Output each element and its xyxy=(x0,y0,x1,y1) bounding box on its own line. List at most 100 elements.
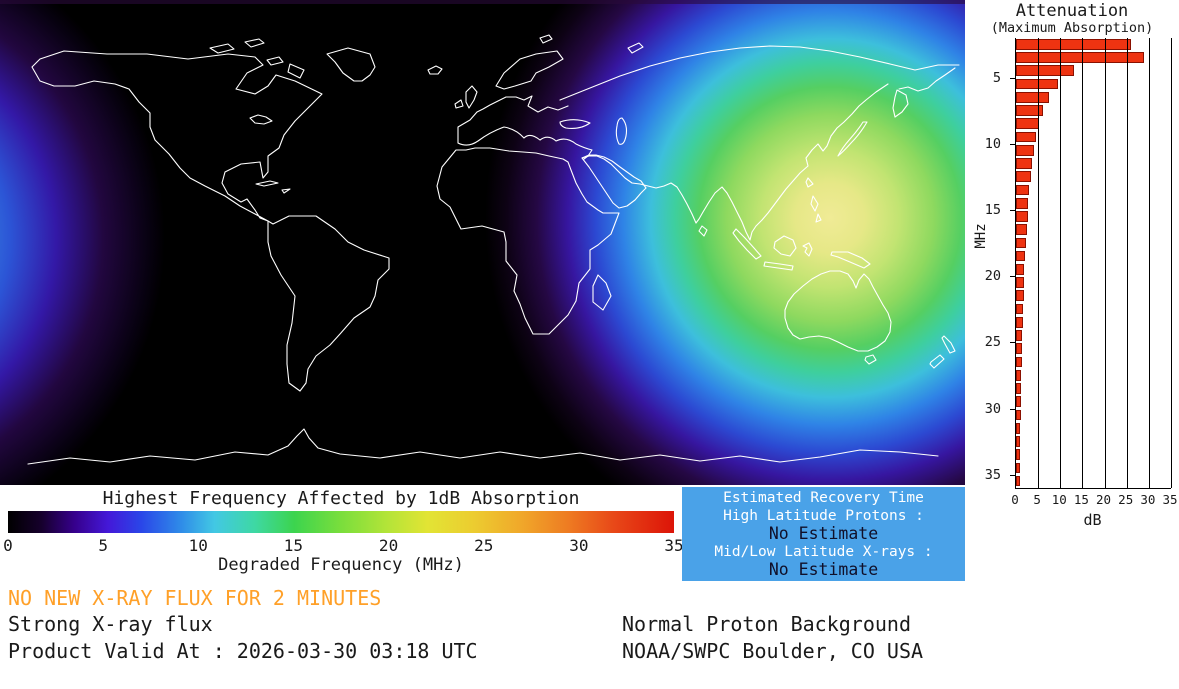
attenuation-bar xyxy=(1016,158,1033,169)
gridline xyxy=(1126,38,1128,488)
attenuation-bar xyxy=(1016,118,1040,130)
y-tick-label: 5 xyxy=(992,69,1001,86)
legend-title: Highest Frequency Affected by 1dB Absorp… xyxy=(102,488,580,509)
colorbar-gradient xyxy=(8,511,674,533)
attenuation-bar xyxy=(1016,343,1022,355)
colorbar-tick-label: 20 xyxy=(378,536,399,555)
attenuation-bar xyxy=(1016,449,1020,461)
attenuation-bar xyxy=(1016,211,1028,222)
colorbar-tick-label: 10 xyxy=(188,536,208,555)
recovery-value-xrays: No Estimate xyxy=(768,560,879,579)
attenuation-bar xyxy=(1016,369,1022,381)
y-tick xyxy=(1010,276,1016,278)
attenuation-bar xyxy=(1016,171,1031,183)
attenuation-bar xyxy=(1016,224,1027,236)
xray-status: Strong X-ray flux xyxy=(8,612,213,636)
colorbar-tick-label: 25 xyxy=(474,536,494,555)
product-valid-time: Product Valid At : 2026-03-30 03:18 UTC xyxy=(8,639,478,663)
x-tick-label: 5 xyxy=(1033,492,1041,507)
west-absorption-region xyxy=(0,0,165,512)
gridline xyxy=(1104,38,1106,488)
attenuation-bar xyxy=(1016,237,1026,249)
legend-caption: Degraded Frequency (MHz) xyxy=(218,555,464,575)
x-tick-label: 35 xyxy=(1162,492,1178,507)
gridline xyxy=(1060,38,1062,488)
x-tick-label: 25 xyxy=(1118,492,1134,507)
attenuation-bar xyxy=(1016,131,1037,143)
attenuation-bar xyxy=(1016,144,1035,156)
y-tick-label: 25 xyxy=(984,334,1001,351)
attenuation-bar xyxy=(1016,39,1132,50)
footer: NO NEW X-RAY FLUX FOR 2 MINUTES Strong X… xyxy=(0,585,965,689)
y-tick xyxy=(1010,143,1016,145)
attenuation-bar xyxy=(1016,264,1025,275)
attenuation-bar xyxy=(1016,91,1050,103)
colorbar-tick-label: 15 xyxy=(283,536,304,555)
colorbar-tick-label: 30 xyxy=(569,536,589,555)
attenuation-plot xyxy=(1010,38,1172,489)
y-tick xyxy=(1010,408,1016,410)
source-credit: NOAA/SWPC Boulder, CO USA xyxy=(622,639,924,663)
attenuation-bar xyxy=(1016,475,1020,487)
attenuation-bar xyxy=(1016,356,1022,368)
y-tick-label: 10 xyxy=(984,135,1001,152)
colorbar-tick-labels: 0 5 10 15 20 25 30 35 xyxy=(3,536,683,555)
attenuation-bar xyxy=(1016,409,1021,421)
attenuation-bar xyxy=(1016,436,1021,447)
x-tick-label: 15 xyxy=(1073,492,1089,507)
coastlines xyxy=(27,34,960,465)
attenuation-bar xyxy=(1016,462,1020,474)
x-tick-label: 20 xyxy=(1096,492,1112,507)
attenuation-bar xyxy=(1016,78,1059,90)
y-tick xyxy=(1010,474,1016,476)
alert-text: NO NEW X-RAY FLUX FOR 2 MINUTES xyxy=(8,586,382,610)
attenuation-bar xyxy=(1016,65,1074,77)
gridline xyxy=(1038,38,1040,488)
recovery-label-protons: High Latitude Protons : xyxy=(723,508,924,524)
x-tick-label: 10 xyxy=(1051,492,1067,507)
attenuation-bar xyxy=(1016,250,1026,262)
proton-status: Normal Proton Background xyxy=(622,612,911,636)
colorbar-tick-label: 5 xyxy=(98,536,108,555)
attenuation-bar xyxy=(1016,383,1022,394)
recovery-box: Estimated Recovery Time High Latitude Pr… xyxy=(682,487,965,581)
y-tick xyxy=(1010,77,1016,79)
y-tick-label: 15 xyxy=(984,202,1001,219)
attenuation-bar xyxy=(1016,184,1030,196)
atten-x-labels: 0 5 10 15 20 25 30 35 xyxy=(1011,492,1177,508)
x-tick-label: 30 xyxy=(1140,492,1156,507)
polar-band xyxy=(0,0,965,4)
gridline xyxy=(1082,38,1084,488)
attenuation-xlabel: dB xyxy=(1083,511,1102,529)
attenuation-bar xyxy=(1016,277,1024,288)
y-tick-label: 35 xyxy=(984,466,1001,483)
y-tick-label: 30 xyxy=(984,400,1001,417)
attenuation-bar xyxy=(1016,197,1029,209)
y-tick xyxy=(1010,210,1016,212)
gridline xyxy=(1171,38,1172,488)
y-tick xyxy=(1010,342,1016,344)
gridline xyxy=(1148,38,1150,488)
y-tick-label: 20 xyxy=(984,268,1001,285)
attenuation-bar xyxy=(1016,396,1021,408)
map-panel xyxy=(0,0,1175,563)
attenuation-title: Attenuation xyxy=(1015,1,1129,21)
attenuation-bar xyxy=(1016,52,1145,63)
dayside-absorption-region xyxy=(485,0,1175,563)
world-map xyxy=(0,0,1175,563)
colorbar-tick-label: 0 xyxy=(3,536,13,555)
attenuation-bar xyxy=(1016,105,1044,116)
recovery-value-protons: No Estimate xyxy=(768,524,879,543)
colorbar-tick-label: 35 xyxy=(664,536,684,555)
recovery-title: Estimated Recovery Time xyxy=(723,490,924,506)
attenuation-bar xyxy=(1016,316,1023,328)
attenuation-bar xyxy=(1016,303,1024,315)
attenuation-subtitle: (Maximum Absorption) xyxy=(990,20,1154,36)
atten-y-labels: 5 10 15 20 25 30 35 xyxy=(965,38,1009,488)
attenuation-bar xyxy=(1016,290,1024,302)
attenuation-panel: Attenuation (Maximum Absorption) MHz 5 10… xyxy=(965,0,1179,689)
recovery-label-xrays: Mid/Low Latitude X-rays : xyxy=(714,544,933,560)
x-tick-label: 0 xyxy=(1011,492,1019,507)
frequency-legend: Highest Frequency Affected by 1dB Absorp… xyxy=(0,485,684,585)
